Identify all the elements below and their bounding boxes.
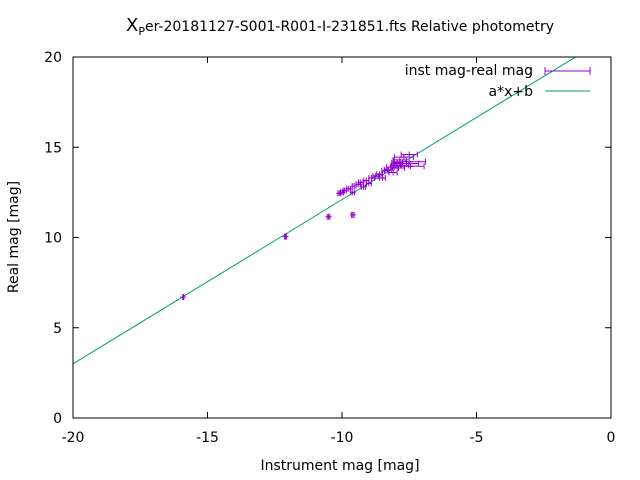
legend: inst mag-real mag a*x+b (405, 63, 591, 100)
chart-title-prefix: X (126, 15, 138, 36)
data-point (388, 169, 398, 176)
data-point (360, 183, 367, 190)
x-tick-label: -5 (470, 430, 484, 446)
y-tick-label: 5 (53, 321, 62, 337)
legend-label-points: inst mag-real mag (405, 63, 533, 79)
x-tick-label: -15 (196, 430, 219, 446)
y-tick-label: 15 (44, 140, 62, 156)
fit-line-layer (73, 57, 577, 365)
plot-frame (72, 56, 612, 419)
data-point (392, 158, 426, 165)
data-point (378, 174, 386, 181)
data-point (396, 163, 425, 170)
x-axis-label: Instrument mag [mag] (260, 458, 419, 474)
x-tick-label: 0 (607, 430, 616, 446)
y-axis-label: Real mag [mag] (6, 181, 22, 293)
data-point (381, 167, 389, 174)
data-points-layer (180, 151, 426, 301)
data-point (349, 211, 356, 218)
data-point (180, 294, 187, 301)
data-point (282, 233, 289, 240)
data-point (400, 151, 418, 158)
data-point (365, 180, 372, 187)
data-point (393, 154, 414, 161)
chart-title: XPer-20181127-S001-R001-I-231851.fts Rel… (126, 15, 554, 38)
x-tick-label: -20 (62, 430, 85, 446)
data-point (351, 183, 358, 190)
data-point (325, 213, 332, 220)
chart-title-subscript: P (138, 25, 145, 38)
legend-label-fit: a*x+b (489, 84, 534, 100)
y-tick-label: 20 (44, 50, 62, 66)
data-point (349, 189, 356, 196)
axis-ticks: -20 -15 -10 -5 0 0 5 10 15 20 (44, 50, 615, 446)
x-tick-label: -10 (331, 430, 354, 446)
y-tick-label: 10 (44, 231, 62, 247)
chart-title-rest: er-20181127-S001-R001-I-231851.fts Relat… (145, 19, 554, 35)
data-point (336, 190, 343, 197)
fit-line (73, 57, 577, 365)
data-point (357, 179, 364, 186)
y-tick-label: 0 (53, 411, 62, 427)
